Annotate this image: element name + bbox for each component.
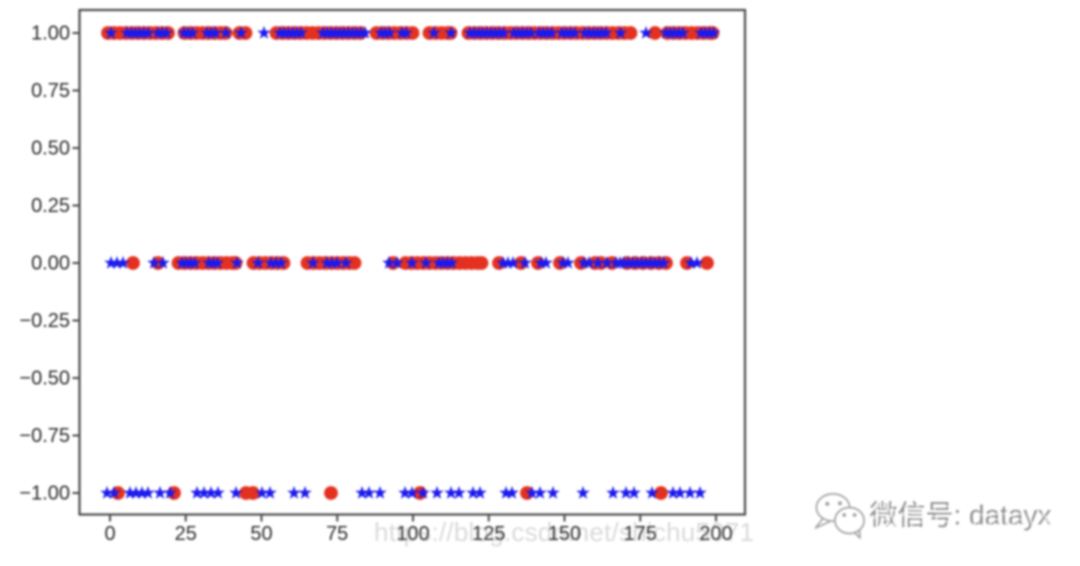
svg-text:125: 125 (472, 523, 505, 545)
svg-text:0.50: 0.50 (31, 138, 70, 160)
svg-text:0.75: 0.75 (31, 80, 70, 102)
svg-text:0.00: 0.00 (31, 253, 70, 275)
svg-text:25: 25 (175, 523, 197, 545)
svg-text:0.25: 0.25 (31, 195, 70, 217)
svg-text:−0.50: −0.50 (19, 368, 70, 390)
svg-text:100: 100 (396, 523, 429, 545)
svg-text:0: 0 (104, 523, 115, 545)
svg-text:175: 175 (624, 523, 657, 545)
svg-text:200: 200 (699, 523, 732, 545)
svg-text:https://blog.csdn.net/shichu50: https://blog.csdn.net/shichu5071 (374, 517, 754, 547)
svg-text:微信号: datayx: 微信号: datayx (870, 500, 1052, 531)
svg-text:1.00: 1.00 (31, 23, 70, 45)
svg-text:150: 150 (548, 523, 581, 545)
svg-text:75: 75 (326, 523, 348, 545)
svg-text:−0.25: −0.25 (19, 310, 70, 332)
svg-text:微信号: datayx: 微信号: datayx (872, 502, 1054, 533)
svg-text:50: 50 (250, 523, 272, 545)
svg-text:−0.75: −0.75 (19, 425, 70, 447)
svg-text:−1.00: −1.00 (19, 483, 70, 505)
